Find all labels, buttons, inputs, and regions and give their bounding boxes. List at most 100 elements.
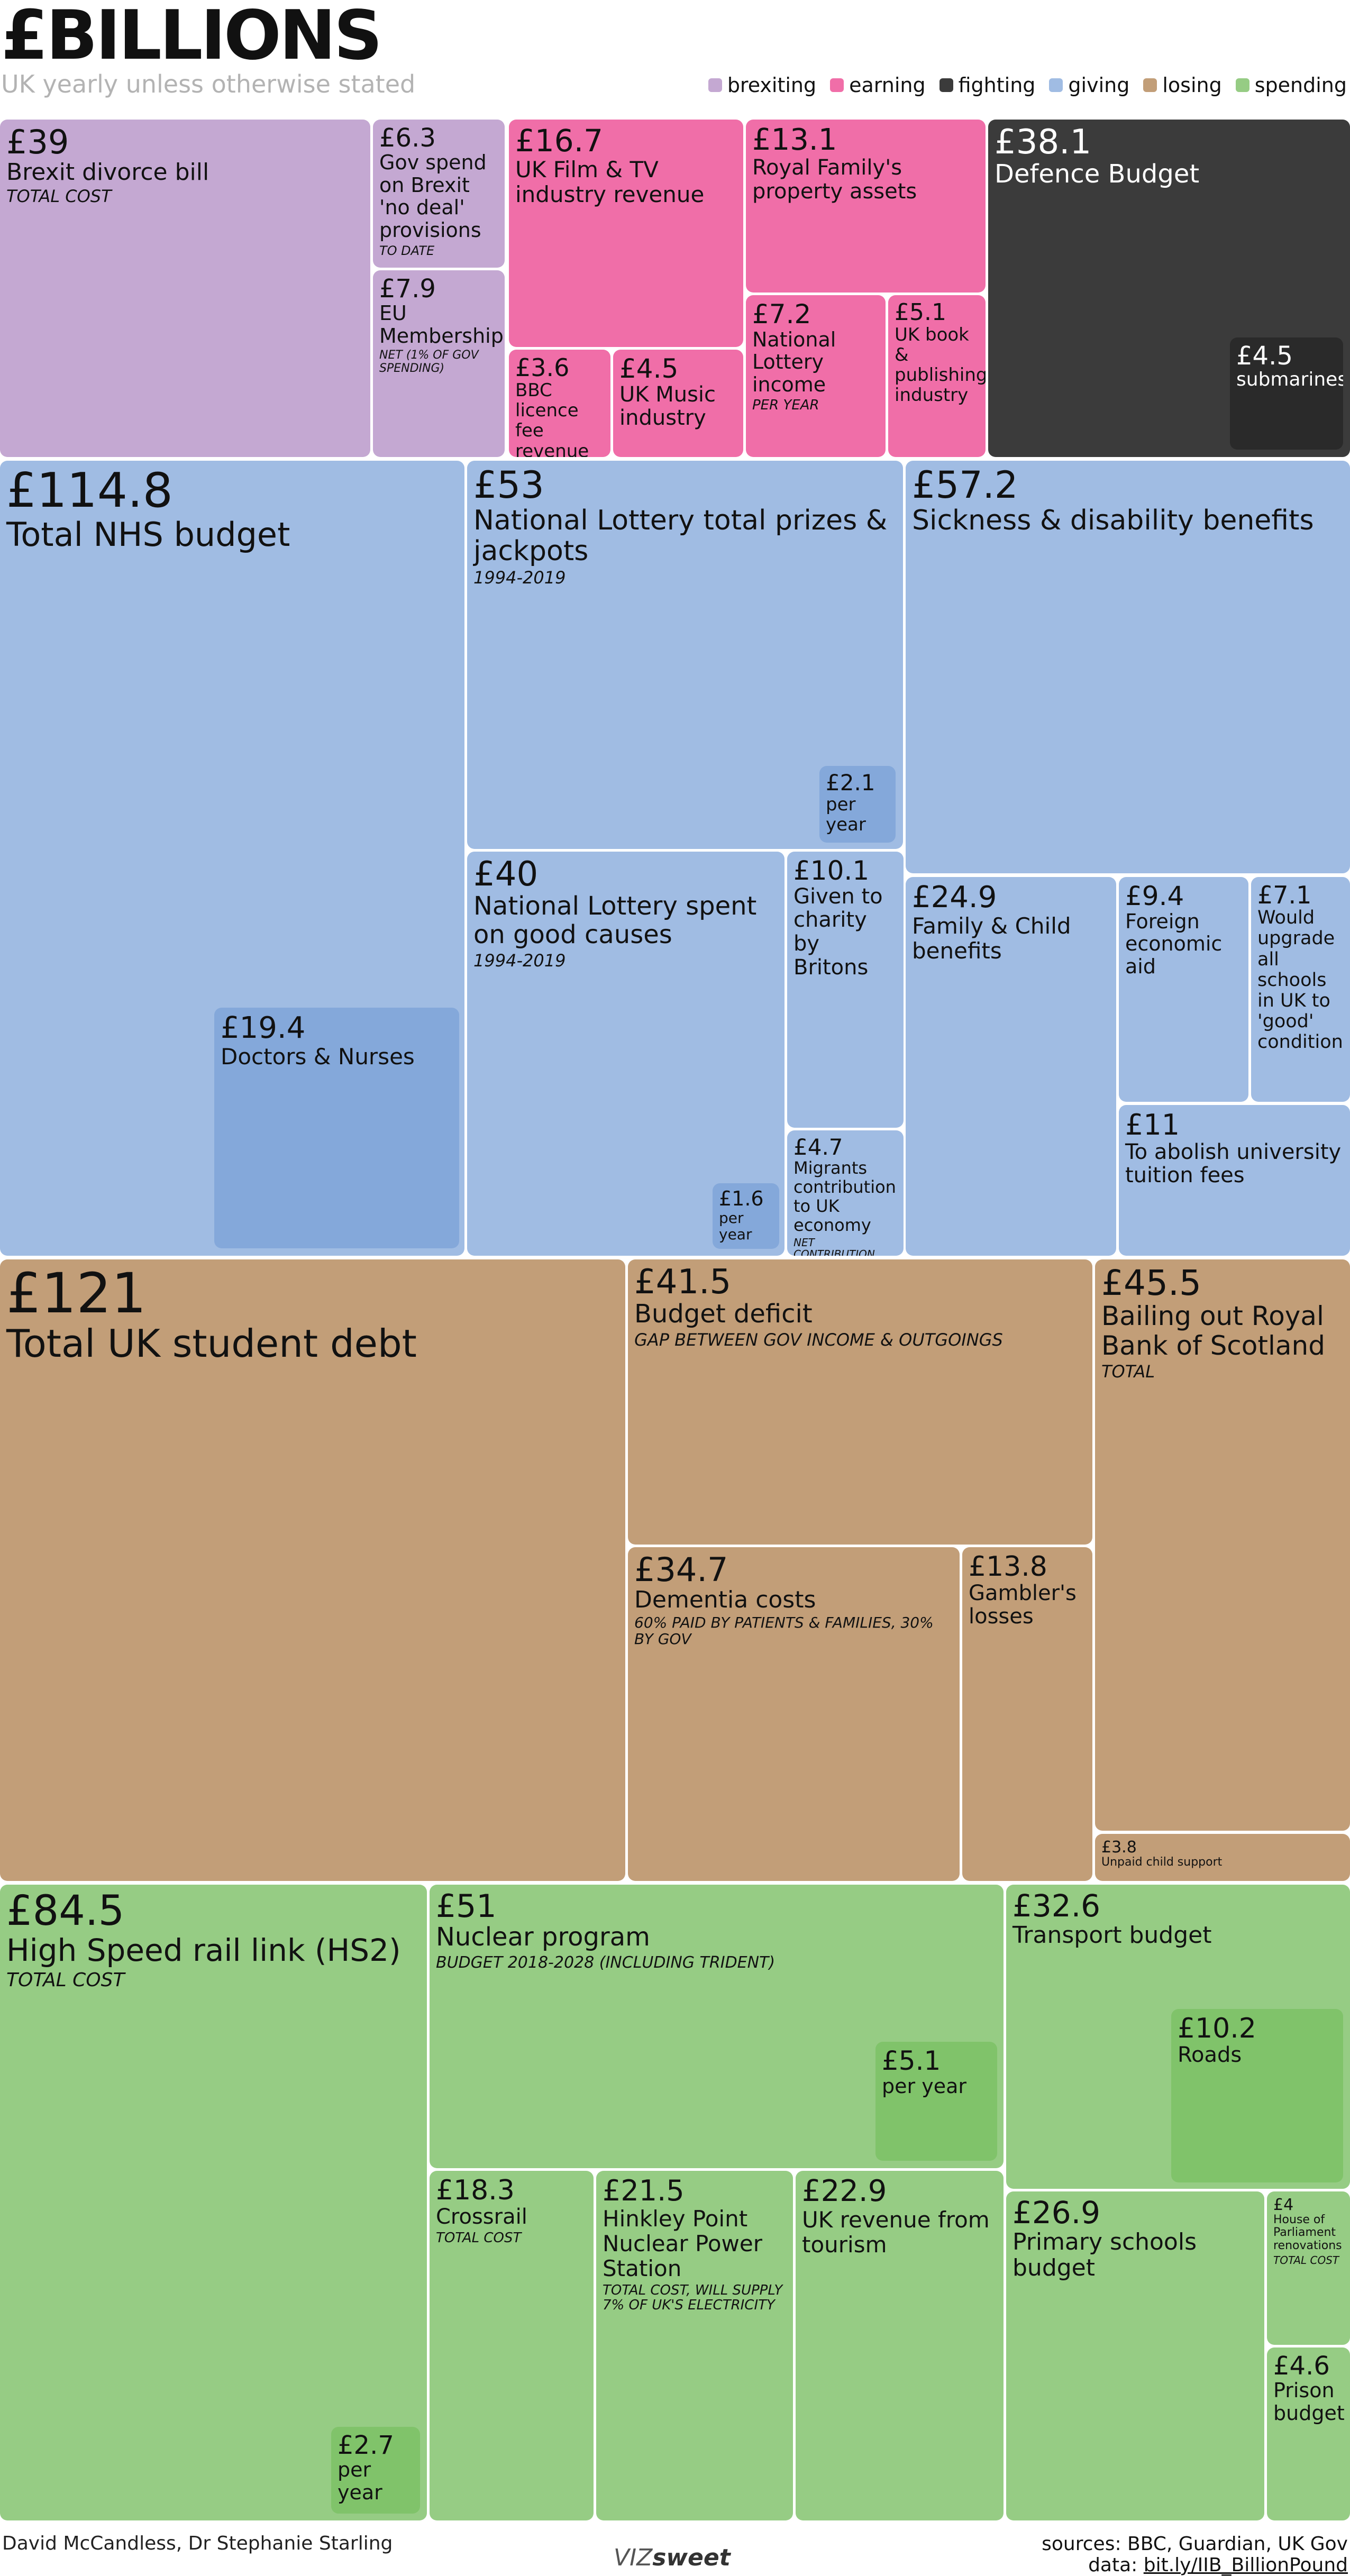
legend-swatch [708, 78, 722, 92]
tile-label: Migrants contribution to UK economy [793, 1158, 896, 1235]
tile-lottery-good-year: £1.6 per year [713, 1183, 779, 1249]
tile-label: Roads [1178, 2042, 1242, 2067]
tile-brexit-divorce: £39 Brexit divorce bill TOTAL COST [0, 120, 370, 457]
tile-label: Bailing out Royal Bank of Scotland [1101, 1301, 1325, 1362]
tile-value: £57.2 [912, 463, 1018, 507]
tile-note: TOTAL [1101, 1362, 1155, 1382]
tile-label: UK Film & TV industry revenue [515, 156, 705, 207]
tile-value: £10.2 [1178, 2013, 1256, 2044]
tile-label: Total NHS budget [6, 515, 290, 554]
tile-value: £4.6 [1273, 2351, 1330, 2381]
tile-label: National Lottery income [752, 327, 836, 396]
tile-hs2: £84.5 High Speed rail link (HS2) TOTAL COS… [0, 1885, 427, 2520]
tile-label: National Lottery total prizes & jackpots [473, 504, 888, 567]
tile-value: £32.6 [1012, 1888, 1101, 1924]
legend-label: fighting [958, 74, 1036, 97]
footer-sources: sources: BBC, Guardian, UK Gov data: bit… [1042, 2534, 1348, 2575]
tile-student-debt: £121 Total UK student debt [0, 1259, 625, 1881]
tile-label: Sickness & disability benefits [912, 504, 1314, 536]
tile-value: £2.7 [338, 2431, 394, 2460]
tile-hinkley: £21.5 Hinkley Point Nuclear Power Station… [596, 2171, 793, 2520]
tile-label: UK revenue from tourism [802, 2206, 990, 2258]
tile-value: £13.1 [752, 123, 837, 157]
tile-parliament: £4 House of Parliament renovations TOTAL C… [1267, 2191, 1350, 2345]
legend-label: earning [849, 74, 926, 97]
tile-label: Unpaid child support [1101, 1855, 1223, 1869]
tile-value: £5.1 [882, 2045, 941, 2076]
tile-no-deal: £6.3 Gov spend on Brexit 'no deal' provis… [373, 120, 505, 268]
legend-item-spending: spending [1235, 75, 1347, 95]
tile-tourism: £22.9 UK revenue from tourism [796, 2171, 1004, 2520]
tile-label: BBC licence fee revenue [515, 380, 589, 457]
sources-text: sources: BBC, Guardian, UK Gov [1042, 2533, 1348, 2555]
tile-value: £39 [6, 123, 69, 161]
tile-royal-property: £13.1 Royal Family's property assets [746, 120, 986, 293]
tile-value: £2.1 [826, 770, 875, 796]
tile-label: Hinkley Point Nuclear Power Station [603, 2205, 762, 2281]
tile-value: £121 [6, 1261, 147, 1326]
tile-note: TO DATE [379, 243, 435, 258]
tile-value: £19.4 [221, 1011, 306, 1045]
footer-brand-logo: VIZsweet [614, 2544, 731, 2571]
footer-authors: David McCandless, Dr Stephanie Starling [2, 2533, 393, 2554]
tile-value: £18.3 [436, 2175, 515, 2206]
tile-label: EU Membership [379, 302, 504, 348]
tile-rbs: £45.5 Bailing out Royal Bank of Scotland T… [1095, 1259, 1350, 1831]
tile-label: Nuclear program [436, 1922, 650, 1952]
legend-swatch [939, 78, 953, 92]
tile-value: £41.5 [634, 1263, 732, 1302]
tile-label: Primary schools budget [1012, 2228, 1197, 2282]
tile-roads: £10.2 Roads [1171, 2009, 1343, 2182]
tile-label: Defence Budget [995, 159, 1200, 189]
tile-value: £7.2 [752, 299, 811, 330]
tile-label: Dementia costs [634, 1586, 816, 1614]
tile-label: Gov spend on Brexit 'no deal' provisions [379, 151, 487, 242]
tile-value: £40 [473, 855, 539, 894]
tile-family-child: £24.9 Family & Child benefits [906, 877, 1116, 1256]
tile-value: £10.1 [793, 855, 870, 886]
tile-value: £4.7 [793, 1134, 843, 1160]
tile-prison: £4.6 Prison budget [1267, 2347, 1350, 2520]
data-link[interactable]: bit.ly/IIB_BillionPound [1143, 2554, 1348, 2576]
tile-label: UK book & publishing industry [895, 324, 986, 406]
legend-item-losing: losing [1143, 74, 1222, 97]
tile-note: TOTAL COST [436, 2230, 522, 2246]
tile-label: Budget deficit [634, 1299, 813, 1329]
tile-value: £45.5 [1101, 1263, 1201, 1303]
tile-value: £16.7 [515, 123, 604, 159]
tile-foreign-aid: £9.4 Foreign economic aid [1119, 877, 1248, 1102]
tile-label: UK Music industry [619, 382, 716, 431]
tile-value: £13.8 [969, 1551, 1047, 1583]
tile-label: Given to charity by Britons [793, 884, 883, 980]
page-subtitle: UK yearly unless otherwise stated [1, 70, 416, 98]
legend-item-fighting: fighting [939, 74, 1036, 97]
tile-value: £4 [1273, 2196, 1294, 2214]
tile-value: £4.5 [1236, 341, 1293, 371]
page-title: £BILLIONS [1, 0, 382, 75]
tile-child-support: £3.8 Unpaid child support [1095, 1834, 1350, 1881]
tile-dementia: £34.7 Dementia costs 60% PAID BY PATIENTS … [628, 1547, 960, 1881]
tile-label: Prison budget [1273, 2379, 1345, 2425]
tile-value: £7.9 [379, 274, 436, 304]
tile-note: 60% PAID BY PATIENTS & FAMILIES, 30% BY … [634, 1614, 934, 1648]
tile-tuition: £11 To abolish university tuition fees [1119, 1105, 1350, 1256]
tile-schools-upgrade: £7.1 Would upgrade all schools in UK to '… [1251, 877, 1350, 1102]
tile-value: £114.8 [6, 463, 173, 518]
tile-note: NET (1% OF GOV SPENDING) [379, 349, 479, 375]
tile-book-publishing: £5.1 UK book & publishing industry [888, 295, 986, 457]
tile-label: Would upgrade all schools in UK to 'good… [1257, 907, 1343, 1053]
data-line: data: bit.ly/IIB_BillionPound [1042, 2554, 1348, 2576]
tile-note: 1994-2019 [473, 950, 566, 971]
brand-light: VIZ [614, 2544, 653, 2571]
tile-note: PER YEAR [752, 397, 819, 414]
tile-value: £1.6 [719, 1187, 764, 1210]
legend-swatch [830, 78, 844, 92]
legend-label: losing [1162, 74, 1222, 97]
tile-label: Brexit divorce bill [6, 159, 209, 186]
tile-note: TOTAL COST [6, 1969, 125, 1991]
tile-value: £51 [436, 1888, 497, 1925]
tile-nuclear-year: £5.1 per year [875, 2042, 997, 2161]
tile-value: £84.5 [6, 1887, 125, 1935]
tile-charity: £10.1 Given to charity by Britons [787, 852, 904, 1128]
